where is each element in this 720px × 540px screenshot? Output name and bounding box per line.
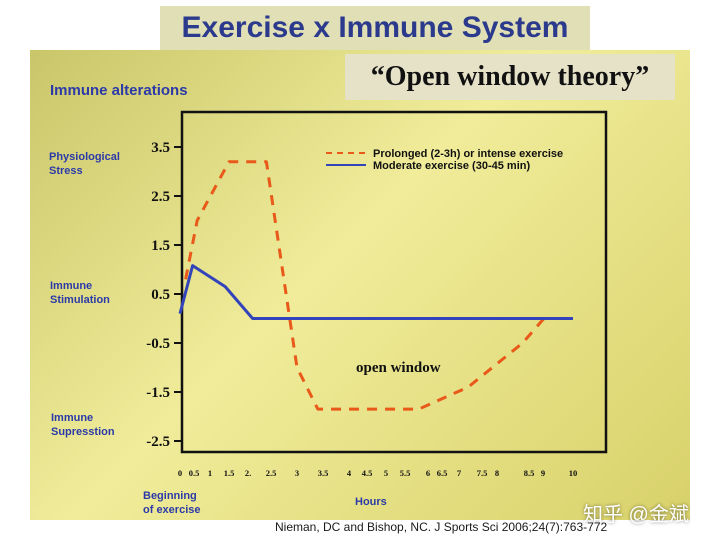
x-axis-title: Hours [355, 496, 387, 508]
slide-background [30, 50, 690, 520]
x-tick-label: 8.5 [524, 468, 535, 478]
x-tick-label: 5.5 [400, 468, 411, 478]
y-tick-label: 2.5 [151, 189, 170, 205]
immune-stimulation-label: Immune Stimulation [50, 280, 110, 306]
y-tick-label: 3.5 [151, 140, 170, 156]
series-line-moderate [178, 264, 573, 320]
x-tick-label: 10 [569, 468, 578, 478]
series-line-prolonged [184, 160, 548, 411]
legend-entry: Prolonged (2-3h) or intense exercise [373, 148, 563, 160]
x-tick-label: 6.5 [437, 468, 448, 478]
y-tick-label: 1.5 [151, 238, 170, 254]
x-tick-label: 1.5 [224, 468, 235, 478]
slide-subtitle: “Open window theory” [345, 54, 675, 100]
plot-frame [180, 110, 608, 454]
y-axis-title: Immune alterations [50, 82, 188, 99]
x-tick-label: 1 [208, 468, 212, 478]
x-tick-label: 7.5 [477, 468, 488, 478]
x-tick-label: 4 [347, 468, 352, 478]
y-tick-label: 0.5 [151, 287, 170, 303]
legend-entry: Moderate exercise (30-45 min) [373, 160, 530, 172]
citation: Nieman, DC and Bishop, NC. J Sports Sci … [275, 520, 608, 534]
x-tick-label: 0.5 [189, 468, 200, 478]
x-tick-label: 4.5 [362, 468, 373, 478]
x-tick-label: 2. [245, 468, 251, 478]
y-tick-label: -2.5 [146, 434, 170, 450]
watermark: 知乎 @金斌 [583, 504, 689, 526]
x-tick-label: 2.5 [266, 468, 277, 478]
slide-title: Exercise x Immune System [181, 11, 569, 44]
x-tick-label: 0 [178, 468, 182, 478]
immune-suppression-label: Immune Supresstion [51, 412, 115, 438]
y-tick-label: -1.5 [146, 385, 170, 401]
x-tick-label: 6 [426, 468, 430, 478]
beginning-of-exercise-label: Beginning of exercise [143, 490, 201, 516]
x-tick-label: 8 [495, 468, 499, 478]
x-tick-label: 7 [457, 468, 462, 478]
open-window-annotation: open window [356, 360, 441, 376]
y-tick-label: -0.5 [146, 336, 170, 352]
title-banner: Exercise x Immune System [160, 6, 590, 50]
x-tick-label: 9 [541, 468, 545, 478]
physiological-stress-label: Physiological Stress [49, 151, 120, 177]
x-tick-label: 3 [295, 468, 299, 478]
x-tick-label: 5 [384, 468, 388, 478]
x-tick-label: 3.5 [318, 468, 329, 478]
